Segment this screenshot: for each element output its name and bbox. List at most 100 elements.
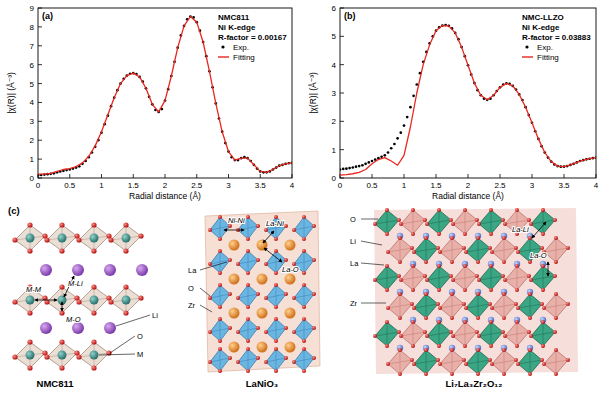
octahedron-edge bbox=[387, 266, 388, 290]
octahedron-edge bbox=[413, 322, 414, 346]
li-atom bbox=[488, 261, 494, 267]
octahedron bbox=[375, 266, 399, 290]
data-point bbox=[412, 94, 415, 97]
x-tick-label: 2.5 bbox=[191, 181, 203, 190]
o-atom bbox=[246, 347, 250, 351]
x-tick-label: 0.5 bbox=[64, 181, 76, 190]
x-tick bbox=[196, 174, 197, 178]
data-point bbox=[406, 116, 409, 119]
octahedron bbox=[531, 210, 555, 234]
octahedron-edge bbox=[504, 294, 505, 318]
data-point bbox=[415, 83, 418, 86]
o-atom bbox=[464, 362, 468, 366]
x-tick bbox=[564, 174, 565, 178]
o-atom bbox=[59, 284, 64, 289]
o-atom bbox=[123, 248, 128, 253]
o-atom bbox=[423, 330, 427, 334]
bond-label: La-O bbox=[282, 265, 299, 274]
x-tick bbox=[133, 174, 134, 178]
o-atom bbox=[529, 334, 533, 338]
o-atom bbox=[397, 274, 401, 278]
o-atom bbox=[91, 365, 96, 370]
octahedron bbox=[414, 238, 438, 262]
data-point bbox=[340, 168, 341, 171]
o-atom bbox=[208, 360, 212, 364]
o-atom bbox=[27, 310, 32, 315]
atom-label: M bbox=[137, 350, 143, 359]
o-atom bbox=[264, 330, 268, 334]
li-atom bbox=[540, 317, 546, 323]
legend-line bbox=[522, 56, 533, 57]
o-atom bbox=[463, 264, 467, 268]
y-tick-label: 6 bbox=[30, 61, 35, 70]
li-atom bbox=[410, 317, 416, 323]
octahedron bbox=[531, 322, 555, 346]
data-point bbox=[364, 162, 367, 165]
o-atom bbox=[302, 347, 306, 351]
o-atom bbox=[411, 344, 415, 348]
o-atom bbox=[437, 344, 441, 348]
o-atom bbox=[302, 369, 306, 373]
o-atom bbox=[256, 326, 260, 330]
o-atom bbox=[424, 316, 428, 320]
x-tick-label: 1 bbox=[99, 181, 104, 190]
o-atom bbox=[246, 305, 250, 309]
annotation: R-factor = 0.00167 bbox=[218, 33, 287, 42]
o-atom bbox=[503, 222, 507, 226]
y-tick-label: 2 bbox=[332, 117, 337, 126]
atom-label: La bbox=[188, 266, 197, 275]
li-atom bbox=[397, 233, 403, 239]
y-tick-label: 0 bbox=[30, 174, 35, 183]
o-atom bbox=[476, 348, 480, 352]
o-atom bbox=[312, 258, 316, 262]
la-atom bbox=[257, 342, 268, 353]
o-atom bbox=[91, 222, 96, 227]
y-tick bbox=[340, 121, 344, 122]
octahedron-edge bbox=[439, 322, 440, 346]
o-atom bbox=[516, 362, 520, 366]
o-atom bbox=[302, 339, 306, 343]
o-atom bbox=[246, 283, 250, 287]
data-point bbox=[345, 167, 348, 170]
o-atom bbox=[246, 249, 250, 253]
o-atom bbox=[410, 246, 414, 250]
octahedron-edge bbox=[452, 350, 453, 374]
li-atom bbox=[423, 345, 429, 351]
o-atom bbox=[76, 237, 81, 242]
y-tick bbox=[340, 93, 344, 94]
o-atom bbox=[264, 262, 268, 266]
octahedron-edge bbox=[491, 266, 492, 290]
li-atom bbox=[136, 264, 148, 276]
o-atom bbox=[450, 348, 454, 352]
cell-background bbox=[205, 211, 320, 372]
octahedron-edge bbox=[304, 251, 305, 273]
o-atom bbox=[236, 330, 240, 334]
octahedron-edge bbox=[400, 238, 401, 262]
o-atom bbox=[503, 334, 507, 338]
octahedron bbox=[414, 350, 438, 374]
o-atom bbox=[27, 339, 32, 344]
o-atom bbox=[554, 292, 558, 296]
o-atom bbox=[108, 237, 113, 242]
li-atom bbox=[40, 322, 52, 334]
o-atom bbox=[540, 358, 544, 362]
la-atom bbox=[229, 240, 240, 251]
o-atom bbox=[477, 278, 481, 282]
o-atom bbox=[59, 310, 64, 315]
y-tick bbox=[38, 64, 42, 65]
data-point bbox=[371, 160, 374, 163]
o-atom bbox=[489, 320, 493, 324]
o-atom bbox=[438, 306, 442, 310]
octahedron-edge bbox=[276, 285, 277, 307]
li-atom bbox=[514, 317, 520, 323]
octahedron-edge bbox=[504, 238, 505, 262]
o-atom bbox=[284, 258, 288, 262]
octahedron bbox=[492, 294, 516, 318]
o-atom bbox=[284, 356, 288, 360]
atom-label: Zr bbox=[350, 299, 358, 308]
o-atom bbox=[256, 224, 260, 228]
o-atom bbox=[542, 306, 546, 310]
annotation: NMC811 bbox=[218, 13, 250, 22]
figure: 00.511.522.533.540123456789Radial distan… bbox=[0, 0, 599, 394]
octahedron-edge bbox=[426, 294, 427, 318]
